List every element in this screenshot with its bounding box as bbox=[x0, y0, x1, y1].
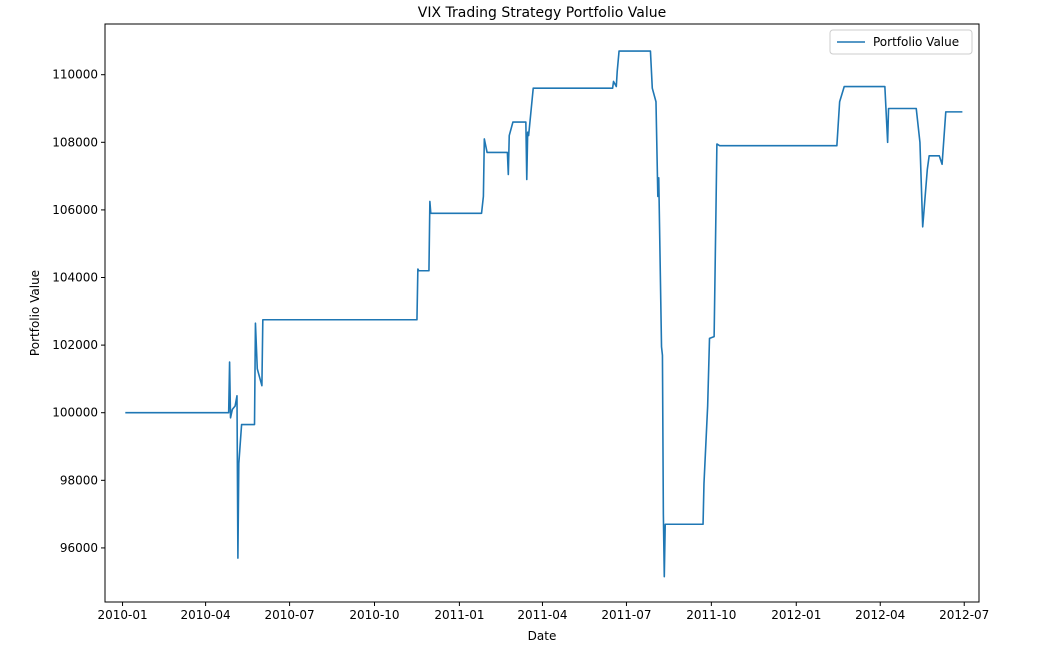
x-tick-label: 2011-10 bbox=[686, 608, 736, 622]
y-tick-label: 100000 bbox=[52, 406, 98, 420]
y-tick-label: 104000 bbox=[52, 271, 98, 285]
x-tick-label: 2010-07 bbox=[265, 608, 315, 622]
legend-box bbox=[829, 29, 973, 55]
x-tick-label: 2012-07 bbox=[939, 608, 989, 622]
x-tick-label: 2011-01 bbox=[434, 608, 484, 622]
x-tick-label: 2011-04 bbox=[517, 608, 567, 622]
chart-title: VIX Trading Strategy Portfolio Value bbox=[418, 5, 667, 21]
axes: 2010-01 2010-04 2010-07 2010-10 2011-01 2011-… bbox=[52, 23, 989, 622]
legend-label-portfolio-value: Portfolio Value bbox=[873, 35, 959, 49]
x-tick-label: 2012-04 bbox=[855, 608, 905, 622]
legend: Portfolio Value bbox=[829, 29, 973, 55]
series-layer bbox=[125, 50, 963, 578]
y-tick-label: 108000 bbox=[52, 135, 98, 149]
y-tick-label: 102000 bbox=[52, 338, 98, 352]
plot-frame bbox=[104, 23, 980, 603]
series-line-portfolio-value bbox=[125, 50, 963, 578]
y-tick-label: 98000 bbox=[60, 473, 98, 487]
y-tick-label: 106000 bbox=[52, 203, 98, 217]
x-tick-label: 2012-01 bbox=[771, 608, 821, 622]
x-tick-label: 2011-07 bbox=[601, 608, 651, 622]
x-axis-title: Date bbox=[528, 629, 557, 643]
x-tick-label: 2010-10 bbox=[349, 608, 399, 622]
y-tick-label: 96000 bbox=[60, 541, 98, 555]
y-tick-label: 110000 bbox=[52, 68, 98, 82]
x-tick-label: 2010-01 bbox=[97, 608, 147, 622]
x-tick-label: 2010-04 bbox=[181, 608, 231, 622]
y-axis-title: Portfolio Value bbox=[28, 270, 42, 356]
